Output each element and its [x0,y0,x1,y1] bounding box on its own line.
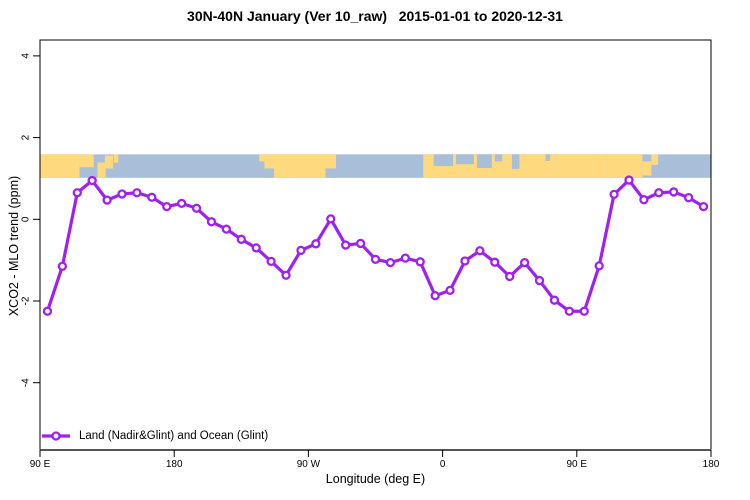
data-point-marker [147,192,157,202]
data-point-marker [400,253,410,263]
data-point-marker [355,238,366,249]
map-band-sea-patch [264,168,275,178]
data-point-marker [683,193,694,203]
map-band-land-patch [264,154,336,178]
data-point-marker [311,239,321,249]
data-point-marker [475,246,485,256]
data-point-marker [191,203,202,213]
data-point-marker [564,306,574,316]
data-point-marker [221,224,232,234]
map-band-sea-patch [456,154,474,165]
map-band-land-patch [79,154,94,168]
y-tick-label: -2 [21,296,32,305]
x-tick-label: 90 E [567,459,588,470]
data-point-marker [385,257,396,268]
data-point-marker [505,271,515,282]
data-point-marker [639,195,649,205]
y-tick-label: 0 [21,216,32,222]
data-point-marker [132,188,142,198]
data-point-marker [251,243,261,253]
y-tick-label: 4 [21,53,32,59]
data-point-marker [698,201,709,212]
plot-border [39,39,712,451]
legend-label: Land (Nadir&Glint) and Ocean (Glint) [79,430,269,442]
y-axis-title: XCO2 - MLO trend (ppm) [7,175,21,317]
map-band-sea-patch [476,154,492,168]
data-point-marker [594,261,604,271]
data-point-marker [609,189,619,200]
map-band-land-patch [104,155,114,169]
data-point-marker [415,257,425,267]
data-point-marker [579,306,589,316]
x-tick-label: 180 [703,459,720,470]
map-band-land-patch [40,154,80,178]
data-point-marker [117,189,127,199]
data-point-marker [206,217,217,227]
chart-title: 30N-40N January (Ver 10_raw) 2015-01-01 … [187,8,563,24]
data-point-marker [669,187,679,197]
data-point-marker [534,275,545,286]
map-band-land-patch [113,154,119,163]
map-band-land-patch [642,161,652,176]
y-tick-label: 2 [21,134,32,140]
x-tick-label: 90 E [30,459,51,470]
data-point-marker [654,188,664,198]
map-band-land-patch [97,162,106,178]
data-point-marker [549,295,560,305]
map-band-sea-patch [511,154,520,169]
map-band-sea-patch [325,168,336,178]
x-axis-title: Longitude (deg E) [325,472,426,486]
legend-marker-icon [51,431,61,441]
map-band-land-patch [651,154,659,165]
x-tick-label: 0 [440,459,446,470]
map-band-sea-patch [494,154,503,162]
data-point-marker [370,254,381,264]
data-point-marker [42,306,53,316]
map-band-sea-patch [545,154,550,161]
data-point-marker [162,201,172,212]
data-point-marker [445,285,455,296]
data-point-marker [72,188,82,198]
data-point-marker [281,270,291,280]
map-band-land-patch [606,154,643,178]
data-point-marker [326,214,336,224]
data-point-marker [57,261,68,271]
data-point-marker [624,175,634,185]
data-point-marker [102,195,112,205]
data-point-marker [430,291,440,301]
map-band-sea-patch [433,154,454,167]
data-point-marker [87,175,97,186]
trend-line [45,178,706,313]
legend: Land (Nadir&Glint) and Ocean (Glint) [41,429,268,443]
y-tick-label: -4 [21,378,32,387]
data-point-marker [296,245,306,256]
data-point-marker [266,256,276,267]
legend-line-sample [42,431,70,441]
data-point-marker [341,240,351,250]
data-point-marker [236,234,246,244]
data-point-marker [460,256,470,266]
data-point-marker [519,257,530,268]
map-band-land-patch [259,154,266,162]
data-point-marker [177,198,187,209]
data-point-marker [490,257,500,267]
x-tick-label: 90 W [297,459,321,470]
x-tick-label: 180 [166,459,183,470]
